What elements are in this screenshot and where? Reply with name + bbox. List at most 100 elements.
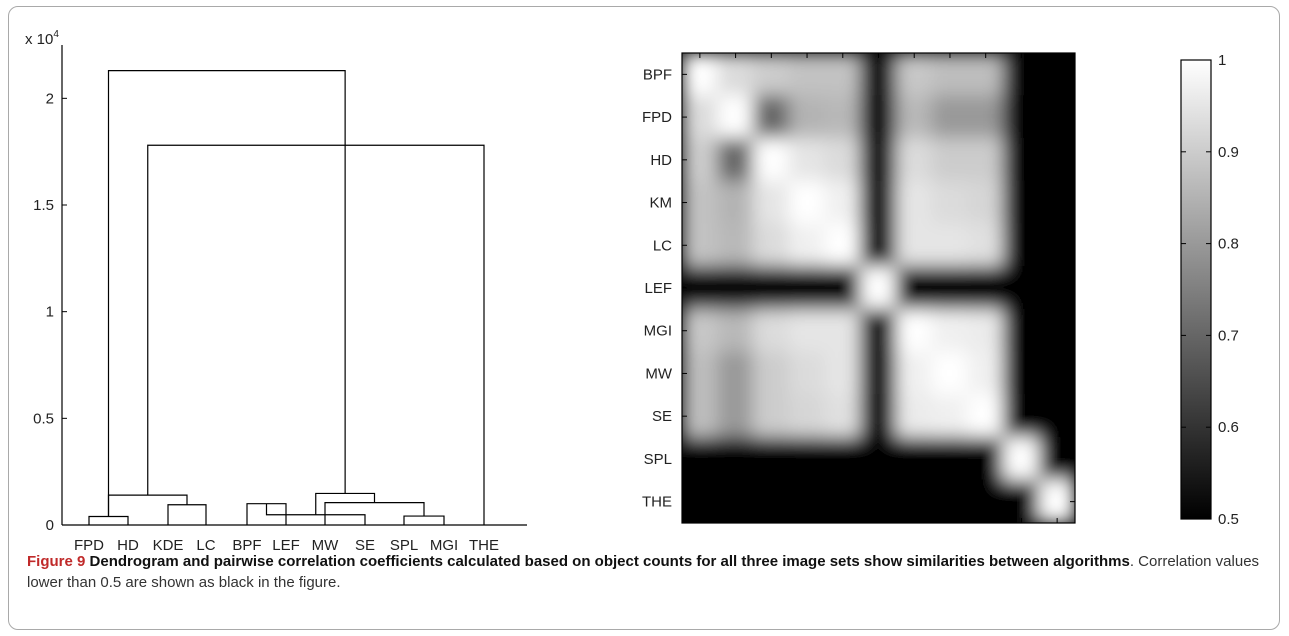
heatmap-cell <box>824 394 862 439</box>
heatmap-ticks <box>682 53 1075 523</box>
heatmap-cell <box>860 223 897 268</box>
dendrogram-link <box>167 504 207 525</box>
heatmap-row-label: KM <box>650 195 673 212</box>
heatmap-row-labels: BPF FPD HD KM LC LEF MGI MW SE SPL THE <box>642 66 673 510</box>
heatmap-cell <box>967 266 1005 310</box>
heatmap-cell <box>682 95 719 139</box>
heatmap-cell <box>1038 394 1075 439</box>
heatmap-cell <box>1038 479 1075 523</box>
colorbar-gradient <box>1180 59 1212 520</box>
dendrogram-y-tick-label: 1 <box>46 304 54 321</box>
heatmap-cell <box>717 95 754 139</box>
dendrogram-leaf-label: BPF <box>232 537 261 550</box>
heatmap-cell <box>931 479 969 523</box>
heatmap-cell <box>682 308 719 353</box>
figure-canvas: x 104 0 0.5 1 1.5 2 FPD HD KDE LC BPF LEF MW SE SPL M… <box>25 29 1239 550</box>
heatmap-cell <box>931 394 969 439</box>
heatmap-cell <box>717 266 754 310</box>
heatmap-cell <box>967 223 1005 268</box>
colorbar-tick-label: 0.8 <box>1218 236 1239 253</box>
heatmap-cell <box>788 394 826 439</box>
heatmap-row-label: MW <box>645 365 672 382</box>
heatmap-cell <box>967 53 1005 97</box>
heatmap-cell <box>895 137 933 182</box>
heatmap-cells <box>682 53 1075 523</box>
heatmap-cell <box>824 437 862 481</box>
heatmap-cell <box>895 180 933 225</box>
dendrogram-leaf-label: SE <box>355 537 375 550</box>
heatmap-cell <box>824 53 862 97</box>
heatmap-row-label: SE <box>652 408 672 425</box>
heatmap-cell <box>717 437 754 481</box>
heatmap-cell <box>860 95 897 139</box>
heatmap-cell <box>967 394 1005 439</box>
heatmap-row-label: LEF <box>644 280 672 297</box>
heatmap-cell <box>1003 95 1040 139</box>
heatmap-cell <box>895 53 933 97</box>
dendrogram-link <box>107 494 188 517</box>
heatmap-cell <box>752 180 790 225</box>
heatmap-cell <box>752 437 790 481</box>
heatmap-cell <box>1003 53 1040 97</box>
heatmap-cell <box>967 308 1005 353</box>
heatmap-cell <box>824 308 862 353</box>
heatmap-cell <box>1003 223 1040 268</box>
heatmap-cell <box>682 351 719 396</box>
heatmap-cell <box>860 351 897 396</box>
heatmap-row-label: THE <box>642 494 672 511</box>
heatmap-cell <box>860 394 897 439</box>
heatmap-row-label: FPD <box>642 109 672 126</box>
heatmap-cell <box>1038 95 1075 139</box>
y-multiplier-label: x 104 <box>25 29 59 48</box>
heatmap-cell <box>931 137 969 182</box>
heatmap-cell <box>931 223 969 268</box>
heatmap-cell <box>788 479 826 523</box>
heatmap-cell <box>717 394 754 439</box>
heatmap-cell <box>824 95 862 139</box>
dendrogram-leaf-label: LC <box>196 537 215 550</box>
correlation-heatmap: BPF FPD HD KM LC LEF MGI MW SE SPL THE <box>642 52 1076 524</box>
heatmap-cell <box>895 437 933 481</box>
heatmap-cell <box>788 308 826 353</box>
heatmap-cell <box>967 137 1005 182</box>
dendrogram-y-tick-label: 2 <box>46 90 54 107</box>
heatmap-cell <box>682 223 719 268</box>
heatmap-cell <box>1038 137 1075 182</box>
heatmap-cell <box>752 53 790 97</box>
heatmap-cell <box>752 308 790 353</box>
figure-frame <box>8 6 1280 630</box>
heatmap-cell <box>1038 53 1075 97</box>
heatmap-cell <box>967 95 1005 139</box>
heatmap-row-label: LC <box>653 237 672 254</box>
heatmap-row-label: HD <box>650 152 672 169</box>
heatmap-cell <box>860 53 897 97</box>
dendrogram-link <box>403 515 445 525</box>
heatmap-cell <box>931 180 969 225</box>
dendrogram-leaf-label: LEF <box>272 537 300 550</box>
heatmap-cell <box>1003 180 1040 225</box>
caption-body: . Correlation values lower than 0.5 are … <box>27 553 1260 591</box>
y-multiplier-exponent: 4 <box>53 29 59 40</box>
dendrogram-leaf-labels: FPD HD KDE LC BPF LEF MW SE SPL MGI THE <box>74 537 499 550</box>
heatmap-cell <box>824 180 862 225</box>
heatmap-cell <box>682 53 719 97</box>
dendrogram-leaf-label: MGI <box>430 537 458 550</box>
colorbar: 0.5 0.6 0.7 0.8 0.9 1 <box>1180 52 1239 528</box>
colorbar-tick-label: 0.5 <box>1218 511 1239 528</box>
dendrogram-link <box>324 502 425 525</box>
colorbar-tick-label: 0.6 <box>1218 419 1239 436</box>
heatmap-cell <box>967 437 1005 481</box>
figure-caption: Figure 9 Dendrogram and pairwise correla… <box>27 551 1267 593</box>
heatmap-cell <box>967 479 1005 523</box>
heatmap-row-label: SPL <box>644 451 672 468</box>
heatmap-cell <box>1003 137 1040 182</box>
heatmap-cell <box>682 437 719 481</box>
dendrogram-leaf-label: SPL <box>390 537 418 550</box>
heatmap-cell <box>967 180 1005 225</box>
heatmap-cell <box>1038 437 1075 481</box>
heatmap-cell <box>895 351 933 396</box>
heatmap-cell <box>895 223 933 268</box>
heatmap-cell <box>895 394 933 439</box>
heatmap-cell <box>717 351 754 396</box>
heatmap-cell <box>1038 266 1075 310</box>
